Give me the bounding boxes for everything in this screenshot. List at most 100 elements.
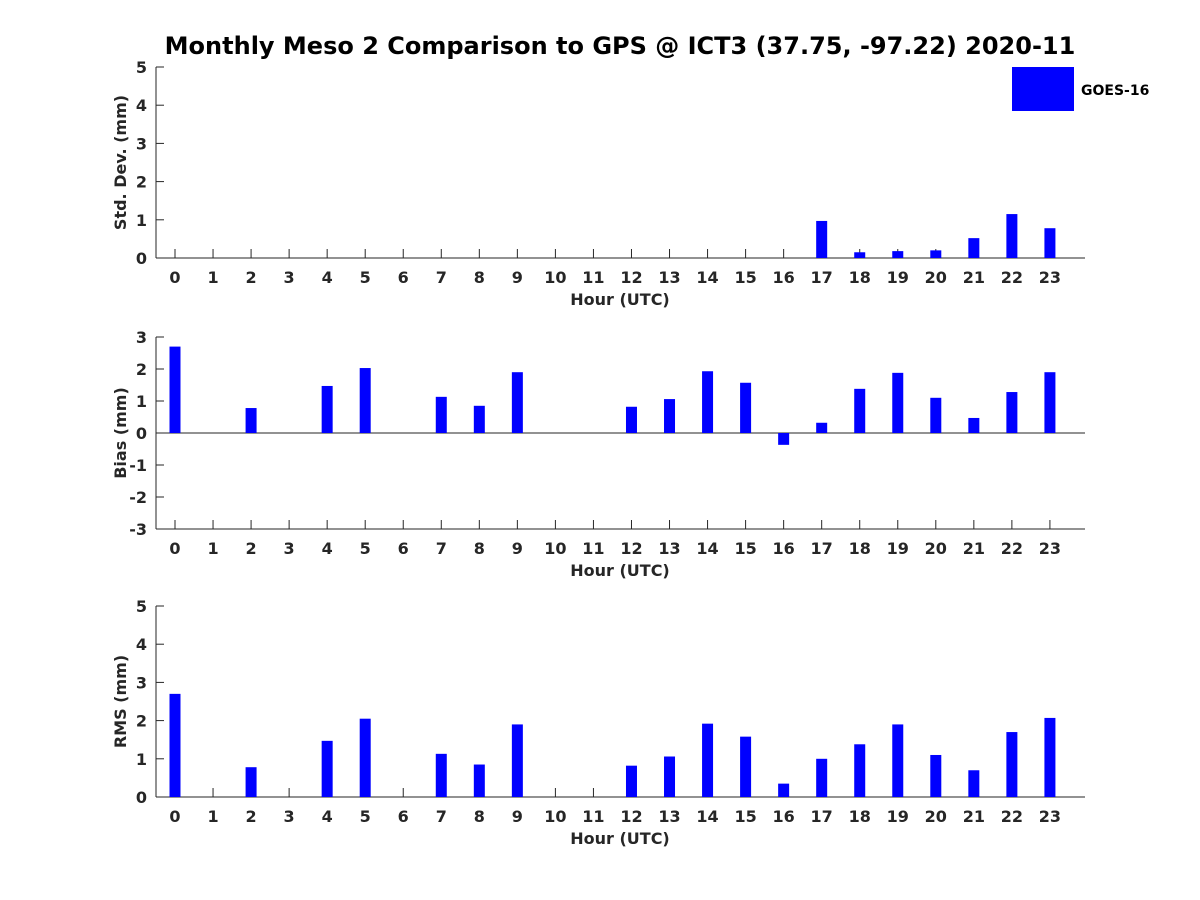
bias-x-tick-label: 22 <box>1001 539 1023 558</box>
std-dev-x-tick-label: 13 <box>658 268 680 287</box>
std-dev-x-tick-label: 0 <box>169 268 180 287</box>
legend-swatch-goes-16 <box>1012 67 1074 111</box>
bias-x-tick-label: 0 <box>169 539 180 558</box>
std-dev-y-tick-label: 0 <box>136 249 147 268</box>
bias-y-tick-label: -3 <box>129 520 147 539</box>
rms-bar-hour-4 <box>321 740 333 797</box>
std-dev-x-tick-label: 23 <box>1039 268 1061 287</box>
bias-bar-hour-4 <box>321 385 333 433</box>
std-dev-y-tick-label: 4 <box>136 96 147 115</box>
rms-y-tick-label: 1 <box>136 750 147 769</box>
rms-y-axis-label: RMS (mm) <box>111 655 130 748</box>
rms-bar-hour-8 <box>473 764 485 797</box>
bias-bar-hour-12 <box>625 406 637 433</box>
bias-x-tick-label: 21 <box>963 539 985 558</box>
bias-x-tick-label: 3 <box>284 539 295 558</box>
rms-x-tick-label: 23 <box>1039 807 1061 826</box>
rms-x-tick-label: 21 <box>963 807 985 826</box>
std-dev-bar-hour-19 <box>892 251 904 258</box>
rms-y-tick-label: 2 <box>136 712 147 731</box>
std-dev-x-tick-label: 11 <box>582 268 604 287</box>
rms-x-tick-label: 20 <box>925 807 947 826</box>
legend-label-goes-16: GOES-16 <box>1081 83 1149 99</box>
rms-bar-hour-23 <box>1044 717 1056 797</box>
std-dev-y-tick-label: 2 <box>136 173 147 192</box>
rms-bar-hour-21 <box>968 770 980 797</box>
bias-y-tick-label: 1 <box>136 392 147 411</box>
bias-x-tick-label: 8 <box>474 539 485 558</box>
rms-x-tick-label: 13 <box>658 807 680 826</box>
std-dev-bar-hour-17 <box>816 220 828 258</box>
bias-x-tick-label: 15 <box>734 539 756 558</box>
bias-x-tick-label: 12 <box>620 539 642 558</box>
rms-x-tick-label: 15 <box>734 807 756 826</box>
rms-x-tick-label: 18 <box>849 807 871 826</box>
bias-bar-hour-8 <box>473 405 485 433</box>
chart-title: Monthly Meso 2 Comparison to GPS @ ICT3 … <box>165 32 1076 60</box>
bias-y-tick-label: 2 <box>136 360 147 379</box>
bias-bar-hour-22 <box>1006 392 1018 433</box>
std-dev-y-tick-label: 3 <box>136 134 147 153</box>
bias-x-tick-label: 10 <box>544 539 566 558</box>
std-dev-y-tick-label: 1 <box>136 211 147 230</box>
bias-bar-hour-5 <box>359 368 371 433</box>
std-dev-x-tick-label: 8 <box>474 268 485 287</box>
bias-bar-hour-2 <box>245 408 257 433</box>
bias-bar-hour-23 <box>1044 372 1056 433</box>
rms-y-tick-label: 4 <box>136 635 147 654</box>
rms-bar-hour-15 <box>740 736 752 797</box>
std-dev-bar-hour-20 <box>930 250 942 258</box>
rms-x-tick-label: 5 <box>360 807 371 826</box>
bias-bar-hour-0 <box>169 346 181 433</box>
bias-x-tick-label: 14 <box>696 539 718 558</box>
rms-y-tick-label: 0 <box>136 788 147 807</box>
bias-x-tick-label: 13 <box>658 539 680 558</box>
bias-bar-hour-21 <box>968 417 980 433</box>
rms-bar-hour-7 <box>435 753 447 797</box>
rms-x-tick-label: 7 <box>436 807 447 826</box>
rms-x-tick-label: 17 <box>811 807 833 826</box>
rms-bar-hour-16 <box>778 783 790 797</box>
rms-bar-hour-18 <box>854 744 866 797</box>
rms-bar-hour-14 <box>702 723 714 797</box>
std-dev-bar-hour-23 <box>1044 228 1056 258</box>
bias-bar-hour-20 <box>930 397 942 433</box>
bias-x-tick-label: 19 <box>887 539 909 558</box>
bias-x-tick-label: 7 <box>436 539 447 558</box>
rms-x-tick-label: 3 <box>284 807 295 826</box>
bias-bar-hour-15 <box>740 382 752 433</box>
std-dev-bar-hour-18 <box>854 252 866 258</box>
legend: GOES-16 <box>1012 67 1149 111</box>
bias-y-tick-label: 0 <box>136 424 147 443</box>
rms-bar-hour-5 <box>359 718 371 797</box>
bias-y-tick-label: 3 <box>136 328 147 347</box>
bias-bar-hour-9 <box>511 372 523 433</box>
rms-bar-hour-9 <box>511 724 523 797</box>
std-dev-x-axis-label: Hour (UTC) <box>570 290 670 309</box>
std-dev-x-tick-label: 5 <box>360 268 371 287</box>
rms-bar-hour-2 <box>245 767 257 797</box>
bias-bar-hour-13 <box>664 399 676 433</box>
std-dev-x-tick-label: 6 <box>398 268 409 287</box>
bias-y-axis-label: Bias (mm) <box>111 387 130 479</box>
rms-bar-hour-12 <box>625 765 637 797</box>
rms-bar-hour-19 <box>892 724 904 797</box>
bias-x-tick-label: 1 <box>207 539 218 558</box>
std-dev-y-axis-label: Std. Dev. (mm) <box>111 95 130 230</box>
rms-x-tick-label: 14 <box>696 807 718 826</box>
bias-y-tick-label: -2 <box>129 488 147 507</box>
std-dev-x-tick-label: 22 <box>1001 268 1023 287</box>
rms-y-tick-label: 5 <box>136 597 147 616</box>
bias-bar-hour-18 <box>854 388 866 433</box>
rms-x-tick-label: 0 <box>169 807 180 826</box>
std-dev-x-tick-label: 21 <box>963 268 985 287</box>
bias-x-tick-label: 5 <box>360 539 371 558</box>
rms-bar-hour-20 <box>930 754 942 797</box>
rms-y-tick-label: 3 <box>136 673 147 692</box>
bias-bar-hour-19 <box>892 372 904 433</box>
bias-x-tick-label: 6 <box>398 539 409 558</box>
